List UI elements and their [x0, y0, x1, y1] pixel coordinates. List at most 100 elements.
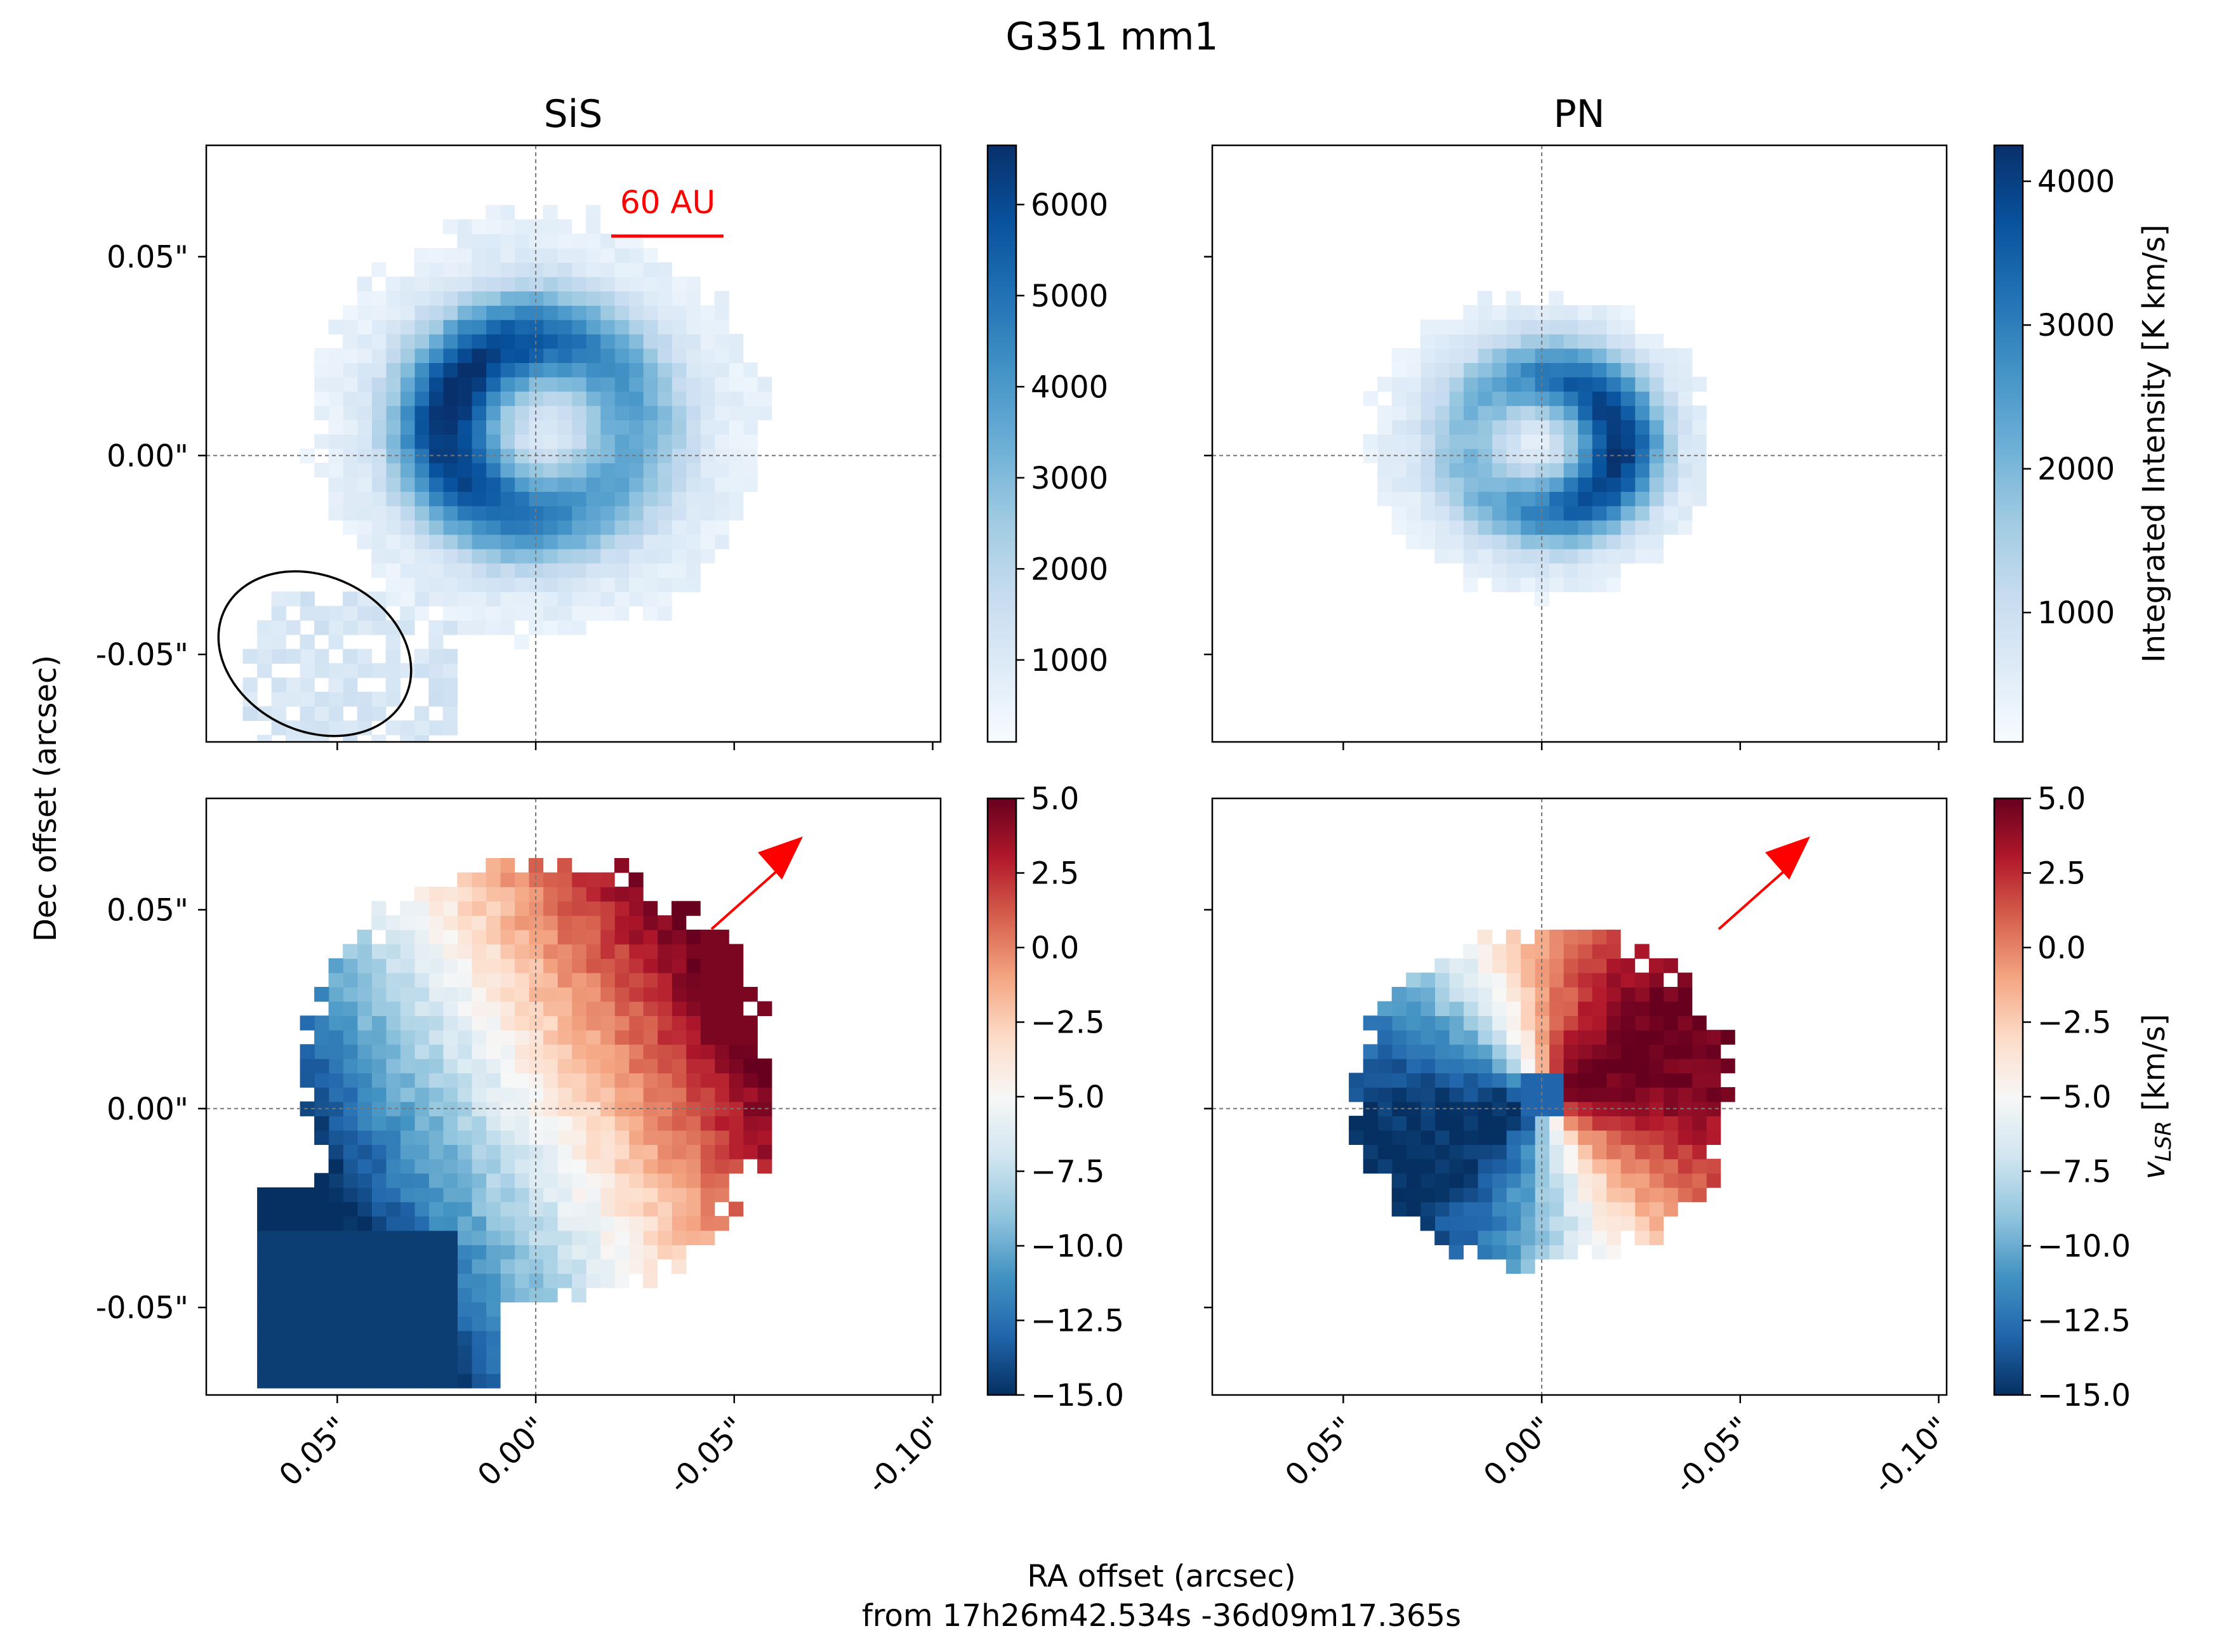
- map-pixel: [428, 1044, 444, 1059]
- map-pixel: [357, 534, 372, 550]
- map-pixel: [1448, 463, 1464, 478]
- map-pixel: [1506, 434, 1521, 449]
- map-pixel: [642, 591, 658, 607]
- map-pixel: [657, 548, 672, 564]
- map-pixel: [486, 1216, 501, 1231]
- map-pixel: [514, 362, 529, 378]
- map-pixel: [700, 987, 715, 1002]
- map-pixel: [729, 987, 744, 1002]
- map-pixel: [1448, 448, 1464, 463]
- map-pixel: [371, 1330, 387, 1345]
- map-pixel: [1506, 577, 1521, 592]
- map-pixel: [614, 1158, 630, 1174]
- map-pixel: [1448, 505, 1464, 521]
- map-pixel: [600, 1144, 615, 1160]
- map-pixel: [657, 1144, 672, 1160]
- colorbar-tick-label: −15.0: [2037, 1378, 2131, 1413]
- map-pixel: [442, 348, 458, 363]
- map-pixel: [657, 448, 672, 463]
- map-pixel: [457, 1015, 472, 1031]
- map-pixel: [1463, 1158, 1478, 1174]
- map-pixel: [1463, 1216, 1478, 1231]
- map-pixel: [685, 405, 701, 421]
- map-pixel: [271, 677, 286, 692]
- map-pixel: [471, 1230, 487, 1245]
- map-pixel: [1448, 1158, 1464, 1174]
- map-pixel: [1591, 1158, 1607, 1174]
- map-pixel: [457, 958, 472, 974]
- map-pixel: [343, 319, 358, 334]
- map-pixel: [1434, 477, 1450, 492]
- map-pixel: [1406, 1044, 1421, 1059]
- map-pixel: [486, 477, 501, 492]
- map-pixel: [1420, 362, 1435, 378]
- map-pixel: [685, 434, 701, 449]
- map-pixel: [1549, 1015, 1564, 1031]
- map-pixel: [700, 420, 715, 435]
- map-pixel: [700, 548, 715, 564]
- map-pixel: [414, 463, 429, 478]
- map-pixel: [600, 405, 615, 421]
- map-pixel: [1477, 1073, 1493, 1088]
- map-pixel: [271, 620, 286, 635]
- map-pixel: [428, 291, 444, 306]
- map-pixel: [1634, 434, 1650, 449]
- map-pixel: [514, 1073, 529, 1088]
- map-pixel: [314, 649, 329, 664]
- map-pixel: [357, 1130, 372, 1145]
- map-pixel: [614, 1173, 630, 1188]
- map-pixel: [343, 1245, 358, 1260]
- map-pixel: [1577, 520, 1592, 535]
- map-pixel: [1563, 348, 1579, 363]
- map-pixel: [1506, 1144, 1521, 1160]
- map-pixel: [543, 1001, 558, 1016]
- map-pixel: [400, 1259, 415, 1274]
- map-pixel: [1549, 1029, 1564, 1045]
- map-pixel: [486, 1201, 501, 1217]
- map-pixel: [1492, 958, 1507, 974]
- map-pixel: [1678, 1144, 1693, 1160]
- map-pixel: [1720, 1087, 1735, 1102]
- map-pixel: [557, 1058, 573, 1074]
- map-pixel: [343, 305, 358, 320]
- map-pixel: [1691, 448, 1707, 463]
- map-pixel: [385, 448, 400, 463]
- map-pixel: [1420, 334, 1435, 349]
- map-pixel: [428, 1029, 444, 1045]
- map-pixel: [500, 463, 515, 478]
- map-pixel: [428, 663, 444, 678]
- map-pixel: [1406, 1058, 1421, 1074]
- map-pixel: [685, 362, 701, 378]
- map-pixel: [457, 434, 472, 449]
- map-pixel: [571, 1187, 586, 1203]
- map-pixel: [1448, 477, 1464, 492]
- map-pixel: [371, 1087, 387, 1102]
- map-pixel: [628, 548, 644, 564]
- map-pixel: [571, 872, 586, 887]
- map-pixel: [442, 1029, 458, 1045]
- map-pixel: [672, 1015, 687, 1031]
- map-pixel: [1648, 1158, 1664, 1174]
- map-pixel: [585, 491, 601, 506]
- map-pixel: [614, 1116, 630, 1131]
- map-pixel: [385, 477, 400, 492]
- map-pixel: [414, 505, 429, 521]
- map-pixel: [1406, 1144, 1421, 1160]
- map-pixel: [543, 1044, 558, 1059]
- map-pixel: [328, 1201, 343, 1217]
- map-pixel: [486, 1158, 501, 1174]
- map-pixel: [343, 734, 358, 742]
- map-pixel: [414, 987, 429, 1002]
- map-pixel: [328, 463, 343, 478]
- map-pixel: [528, 248, 544, 263]
- y-tick-label: 0.05": [107, 892, 189, 928]
- map-pixel: [1606, 987, 1621, 1002]
- map-pixel: [1577, 505, 1592, 521]
- map-pixel: [1520, 972, 1535, 988]
- map-pixel: [1634, 1029, 1650, 1045]
- map-pixel: [1477, 405, 1493, 421]
- map-pixel: [343, 1087, 358, 1102]
- map-pixel: [400, 1029, 415, 1045]
- map-pixel: [743, 1116, 758, 1131]
- pn-intensity-map: [1363, 291, 1707, 607]
